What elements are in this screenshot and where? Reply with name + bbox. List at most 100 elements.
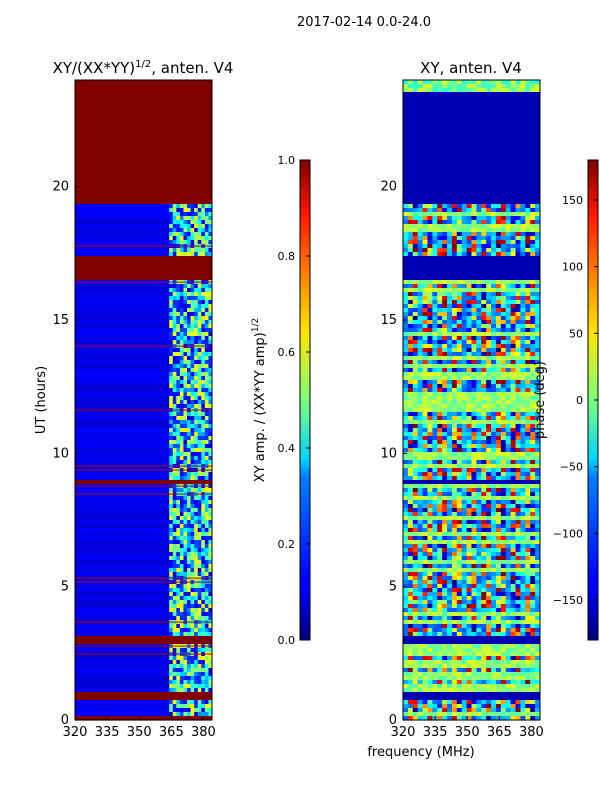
phase-heatmap-cell — [437, 80, 443, 85]
phase-heatmap-cell — [461, 460, 468, 465]
phase-heatmap-cell — [447, 324, 453, 329]
amp-heatmap-cell — [176, 564, 181, 569]
phase-heatmap-cell — [451, 464, 458, 469]
amp-heatmap-cell — [197, 524, 202, 529]
phase-heatmap-cell — [495, 392, 502, 397]
amp-heatmap-cell — [179, 504, 184, 509]
phase-heatmap-cell — [486, 592, 492, 597]
amp-heatmap-cell — [197, 308, 202, 313]
phase-heatmap-cell — [451, 488, 458, 493]
phase-heatmap-cell — [500, 476, 507, 481]
amp-heatmap-cell — [204, 412, 209, 417]
phase-heatmap-cell — [481, 284, 487, 289]
phase-heatmap-cell — [495, 504, 502, 509]
phase-heatmap-cell — [505, 484, 512, 489]
phase-heatmap-cell — [520, 592, 526, 597]
phase-heatmap-cell — [461, 384, 468, 389]
phase-heatmap-cell — [486, 708, 492, 713]
phase-heatmap-cell — [461, 348, 468, 353]
phase-heatmap-cell — [495, 620, 502, 625]
phase-heatmap-cell — [403, 140, 540, 145]
amp-heatmap-cell — [179, 532, 184, 537]
phase-heatmap-cell — [505, 524, 512, 529]
amp-heatmap-cell — [204, 660, 209, 665]
phase-heatmap-cell — [476, 332, 482, 337]
phase-heatmap-cell — [466, 328, 472, 333]
phase-heatmap-cell — [447, 496, 453, 501]
amp-heatmap-cell — [183, 204, 188, 209]
amp-heatmap-cell — [75, 124, 212, 129]
phase-heatmap-cell — [491, 224, 497, 229]
phase-heatmap-cell — [466, 348, 472, 353]
amp-heatmap-cell — [201, 212, 206, 217]
phase-heatmap-cell — [427, 284, 433, 289]
phase-heatmap-cell — [407, 376, 414, 381]
phase-heatmap-cell — [456, 676, 463, 681]
phase-heatmap-cell — [412, 680, 419, 685]
phase-heatmap-cell — [495, 296, 502, 301]
phase-heatmap-cell — [510, 316, 516, 321]
amp-heatmap-cell — [169, 376, 174, 381]
amp-heatmap-cell — [169, 540, 174, 545]
amp-heatmap-cell — [176, 240, 181, 245]
phase-heatmap-cell — [417, 600, 423, 605]
phase-heatmap-cell — [432, 664, 438, 669]
phase-heatmap-cell — [486, 380, 492, 385]
phase-heatmap-cell — [442, 304, 448, 309]
phase-heatmap-cell — [525, 412, 531, 417]
amp-heatmap-cell — [190, 596, 195, 601]
phase-heatmap-cell — [505, 424, 512, 429]
phase-heatmap-cell — [422, 624, 428, 629]
phase-heatmap-cell — [525, 484, 531, 489]
phase-heatmap-cell — [491, 700, 497, 705]
phase-heatmap-cell — [456, 528, 463, 533]
phase-heatmap-cell — [471, 296, 477, 301]
amp-heatmap-cell — [183, 544, 188, 549]
phase-heatmap-cell — [403, 432, 409, 437]
amp-heatmap-cell — [179, 288, 184, 293]
phase-heatmap-cell — [422, 88, 428, 93]
phase-heatmap-cell — [437, 476, 443, 481]
phase-heatmap-cell — [515, 508, 521, 513]
amp-heatmap-cell — [75, 276, 212, 281]
phase-heatmap-cell — [447, 224, 453, 229]
phase-heatmap-cell — [407, 404, 414, 409]
phase-heatmap-cell — [447, 564, 453, 569]
phase-heatmap-cell — [495, 564, 502, 569]
phase-heatmap-cell — [530, 432, 536, 437]
amp-heatmap-cell — [179, 228, 184, 233]
amp-heatmap-cell — [187, 440, 191, 445]
phase-heatmap-cell — [481, 300, 487, 305]
phase-heatmap-cell — [486, 672, 492, 677]
phase-heatmap-cell — [491, 516, 497, 521]
phase-heatmap-cell — [461, 548, 468, 553]
phase-heatmap-cell — [505, 216, 512, 221]
phase-heatmap-cell — [471, 316, 477, 321]
phase-heatmap-cell — [447, 620, 453, 625]
amp-heatmap-cell — [169, 472, 174, 477]
amp-heatmap-cell — [190, 540, 195, 545]
amp-heatmap-cell — [183, 540, 188, 545]
phase-heatmap-cell — [495, 216, 502, 221]
phase-heatmap-cell — [520, 616, 526, 621]
amp-heatmap-cell — [201, 412, 206, 417]
amp-heatmap-cell — [176, 372, 181, 377]
amp-heatmap-cell — [75, 712, 212, 717]
amp-heatmap-cell — [197, 612, 202, 617]
amp-heatmap-cell — [204, 700, 209, 705]
amp-heatmap-cell — [208, 312, 213, 317]
phase-heatmap-cell — [466, 488, 472, 493]
phase-heatmap-cell — [486, 660, 492, 665]
phase-heatmap-cell — [456, 592, 463, 597]
phase-heatmap-cell — [515, 372, 521, 377]
amp-heatmap-cell — [75, 228, 212, 233]
phase-heatmap-cell — [447, 88, 453, 93]
phase-heatmap-cell — [422, 308, 428, 313]
phase-heatmap-cell — [505, 520, 512, 525]
amp-heatmap-cell — [172, 608, 177, 613]
amp-heatmap-cell — [208, 288, 213, 293]
phase-heatmap-cell — [495, 316, 502, 321]
phase-heatmap-cell — [417, 588, 423, 593]
phase-heatmap-cell — [505, 496, 512, 501]
amp-heatmap-cell — [183, 420, 188, 425]
